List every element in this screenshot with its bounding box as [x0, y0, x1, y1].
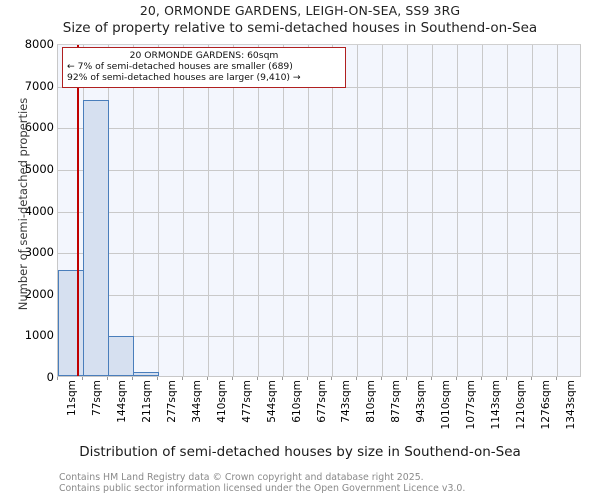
x-tick-label: 144sqm: [116, 380, 128, 423]
footer-line-2: Contains public sector information licen…: [59, 483, 466, 494]
x-tick-label: 344sqm: [191, 380, 203, 423]
footer-line-1: Contains HM Land Registry data © Crown c…: [59, 472, 424, 483]
x-tick-label: 610sqm: [291, 380, 303, 423]
x-tick-label: 1210sqm: [515, 380, 527, 430]
x-tick-mark: [232, 377, 233, 380]
y-tick-label: 5000: [24, 161, 54, 176]
x-tick-mark: [531, 377, 532, 380]
gridline: [382, 45, 383, 376]
gridline: [357, 45, 358, 376]
x-tick-label: 11sqm: [66, 380, 78, 417]
gridline: [58, 253, 580, 255]
x-tick-mark: [57, 377, 58, 380]
annotation-line-3: 92% of semi-detached houses are larger (…: [67, 72, 301, 84]
y-tick-label: 6000: [24, 120, 54, 135]
x-tick-label: 943sqm: [415, 380, 427, 423]
gridline: [58, 294, 580, 296]
x-tick-label: 477sqm: [241, 380, 253, 423]
gridline: [233, 45, 234, 376]
bar: [83, 100, 109, 376]
x-tick-mark: [506, 377, 507, 380]
annotation-line-1: 20 ORMONDE GARDENS: 60sqm: [129, 50, 279, 61]
y-axis-label: Number of semi-detached properties: [16, 97, 30, 311]
gridline: [507, 45, 508, 376]
x-axis-label: Distribution of semi-detached houses by …: [79, 444, 521, 460]
x-tick-mark: [356, 377, 357, 380]
gridline: [557, 45, 558, 376]
gridline: [283, 45, 284, 376]
y-tick-label: 4000: [24, 203, 54, 218]
gridline: [183, 45, 184, 376]
gridline: [158, 45, 159, 376]
y-tick-label: 8000: [24, 37, 54, 51]
x-tick-mark: [456, 377, 457, 380]
x-tick-mark: [381, 377, 382, 380]
x-tick-label: 410sqm: [216, 380, 228, 423]
x-tick-mark: [331, 377, 332, 380]
y-tick-label: 3000: [24, 245, 54, 260]
gridline: [532, 45, 533, 376]
x-tick-mark: [282, 377, 283, 380]
gridline: [332, 45, 333, 376]
bar: [58, 269, 84, 376]
x-tick-label: 544sqm: [266, 380, 278, 423]
y-tick-label: 7000: [24, 78, 54, 93]
x-tick-mark: [207, 377, 208, 380]
gridline: [58, 169, 580, 171]
x-axis-ticks: 11sqm 77sqm 144sqm 211sqm 277sqm 344sqm 410sqm…: [57, 377, 581, 442]
x-tick-mark: [157, 377, 158, 380]
x-tick-label: 877sqm: [390, 380, 402, 423]
y-tick-label: 2000: [24, 286, 54, 301]
gridline: [133, 45, 134, 376]
x-tick-label: 810sqm: [365, 380, 377, 423]
gridline: [58, 336, 580, 338]
x-tick-mark: [82, 377, 83, 380]
x-tick-label: 1077sqm: [465, 380, 477, 430]
bar: [108, 336, 134, 376]
bar: [133, 372, 159, 376]
gridline: [308, 45, 309, 376]
x-tick-mark: [257, 377, 258, 380]
gridline: [432, 45, 433, 376]
x-tick-label: 277sqm: [166, 380, 178, 423]
x-tick-mark: [556, 377, 557, 380]
annotation-box: 20 ORMONDE GARDENS: 60sqm ← 7% of semi-d…: [62, 47, 346, 88]
plot-area: [57, 44, 581, 377]
annotation-line-2: ← 7% of semi-detached houses are smaller…: [67, 61, 293, 73]
x-tick-label: 1343sqm: [565, 380, 577, 430]
x-tick-label: 77sqm: [91, 380, 103, 417]
gridline: [258, 45, 259, 376]
x-tick-label: 1276sqm: [540, 380, 552, 430]
x-tick-label: 1143sqm: [490, 380, 502, 430]
y-tick-label: 0: [46, 370, 54, 384]
x-tick-label: 677sqm: [316, 380, 328, 423]
x-tick-mark: [182, 377, 183, 380]
x-tick-label: 743sqm: [340, 380, 352, 423]
x-tick-mark: [307, 377, 308, 380]
gridline: [58, 211, 580, 213]
page-title: 20, ORMONDE GARDENS, LEIGH-ON-SEA, SS9 3…: [139, 3, 461, 18]
gridline: [482, 45, 483, 376]
x-tick-mark: [107, 377, 108, 380]
y-tick-label: 1000: [24, 328, 54, 343]
gridline: [58, 128, 580, 130]
property-marker-line: [77, 45, 79, 376]
gridline: [457, 45, 458, 376]
x-tick-mark: [406, 377, 407, 380]
x-tick-mark: [431, 377, 432, 380]
x-tick-mark: [132, 377, 133, 380]
x-tick-label: 1010sqm: [440, 380, 452, 430]
y-axis-ticks: 0 1000 2000 3000 4000 5000 6000 7000 8000: [0, 0, 54, 500]
chart-subtitle: Size of property relative to semi-detach…: [62, 20, 538, 36]
footer-attribution: Contains HM Land Registry data © Crown c…: [59, 472, 465, 494]
gridline: [208, 45, 209, 376]
x-tick-label: 211sqm: [141, 380, 153, 423]
gridline: [407, 45, 408, 376]
x-tick-mark: [481, 377, 482, 380]
